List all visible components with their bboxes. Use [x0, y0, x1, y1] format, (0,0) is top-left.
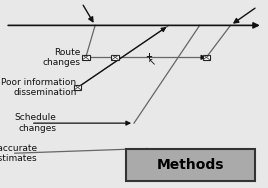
Bar	[82, 55, 90, 60]
Text: +: +	[145, 52, 152, 61]
Bar	[203, 55, 210, 60]
Text: Route
changes: Route changes	[42, 48, 80, 67]
Bar	[126, 149, 255, 181]
Text: Inaccurate
estimates: Inaccurate estimates	[0, 143, 38, 163]
Text: Methods: Methods	[157, 158, 224, 172]
Text: Poor information
dissemination: Poor information dissemination	[1, 78, 76, 97]
Text: Schedule
changes: Schedule changes	[14, 113, 56, 133]
Bar	[74, 85, 81, 90]
Bar	[111, 55, 119, 60]
Text: ↖: ↖	[147, 57, 155, 67]
